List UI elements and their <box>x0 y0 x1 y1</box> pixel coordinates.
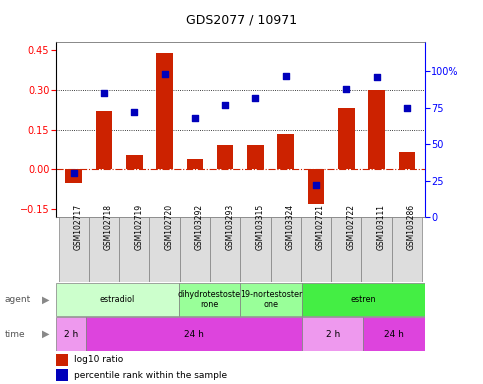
Bar <box>119 217 149 282</box>
Bar <box>361 217 392 282</box>
Text: dihydrotestoste
rone: dihydrotestoste rone <box>178 290 241 309</box>
Text: GSM102717: GSM102717 <box>74 204 83 250</box>
Point <box>221 102 229 108</box>
Bar <box>368 90 385 169</box>
Text: 24 h: 24 h <box>384 329 404 339</box>
Point <box>373 74 381 80</box>
Text: GSM102722: GSM102722 <box>346 204 355 250</box>
Text: GSM103315: GSM103315 <box>256 204 264 250</box>
Point <box>312 182 320 188</box>
Bar <box>179 283 240 316</box>
Bar <box>56 318 86 351</box>
Point <box>130 109 138 115</box>
Text: GSM102720: GSM102720 <box>165 204 173 250</box>
Bar <box>89 217 119 282</box>
Bar <box>186 159 203 169</box>
Text: GSM103286: GSM103286 <box>407 204 416 250</box>
Bar <box>217 146 233 169</box>
Bar <box>56 354 69 366</box>
Point <box>191 115 199 121</box>
Text: GSM103292: GSM103292 <box>195 204 204 250</box>
Bar <box>308 169 325 204</box>
Point <box>161 71 169 77</box>
Text: GSM102721: GSM102721 <box>316 204 325 250</box>
Point <box>100 90 108 96</box>
Text: ▶: ▶ <box>42 329 50 339</box>
Bar <box>65 169 82 182</box>
Bar <box>56 369 69 381</box>
Bar <box>241 217 270 282</box>
Bar <box>302 318 364 351</box>
Text: 24 h: 24 h <box>184 329 204 339</box>
Point <box>252 94 259 101</box>
Bar <box>180 217 210 282</box>
Bar <box>210 217 241 282</box>
Bar <box>364 318 425 351</box>
Text: estradiol: estradiol <box>99 295 135 304</box>
Text: time: time <box>5 329 26 339</box>
Bar <box>58 217 89 282</box>
Bar <box>96 111 113 169</box>
Bar <box>398 152 415 169</box>
Text: log10 ratio: log10 ratio <box>74 355 123 364</box>
Bar <box>56 283 179 316</box>
Point <box>342 86 350 92</box>
Bar <box>392 217 422 282</box>
Text: GSM103111: GSM103111 <box>377 204 385 250</box>
Bar <box>331 217 361 282</box>
Bar <box>277 134 294 169</box>
Point <box>282 73 290 79</box>
Bar <box>338 108 355 169</box>
Bar <box>126 155 142 169</box>
Text: 2 h: 2 h <box>64 329 78 339</box>
Text: 2 h: 2 h <box>326 329 340 339</box>
Text: GSM102718: GSM102718 <box>104 204 113 250</box>
Text: GSM103293: GSM103293 <box>225 204 234 250</box>
Bar <box>302 283 425 316</box>
Bar <box>149 217 180 282</box>
Text: estren: estren <box>351 295 376 304</box>
Text: agent: agent <box>5 295 31 304</box>
Bar <box>156 53 173 169</box>
Point <box>403 105 411 111</box>
Bar <box>270 217 301 282</box>
Text: GSM102719: GSM102719 <box>134 204 143 250</box>
Text: ▶: ▶ <box>42 295 50 305</box>
Bar <box>247 146 264 169</box>
Text: 19-nortestoster
one: 19-nortestoster one <box>240 290 302 309</box>
Point <box>70 170 78 176</box>
Text: percentile rank within the sample: percentile rank within the sample <box>74 371 227 380</box>
Bar <box>241 283 302 316</box>
Bar <box>86 318 302 351</box>
Text: GSM103324: GSM103324 <box>286 204 295 250</box>
Text: GDS2077 / 10971: GDS2077 / 10971 <box>186 13 297 26</box>
Bar <box>301 217 331 282</box>
